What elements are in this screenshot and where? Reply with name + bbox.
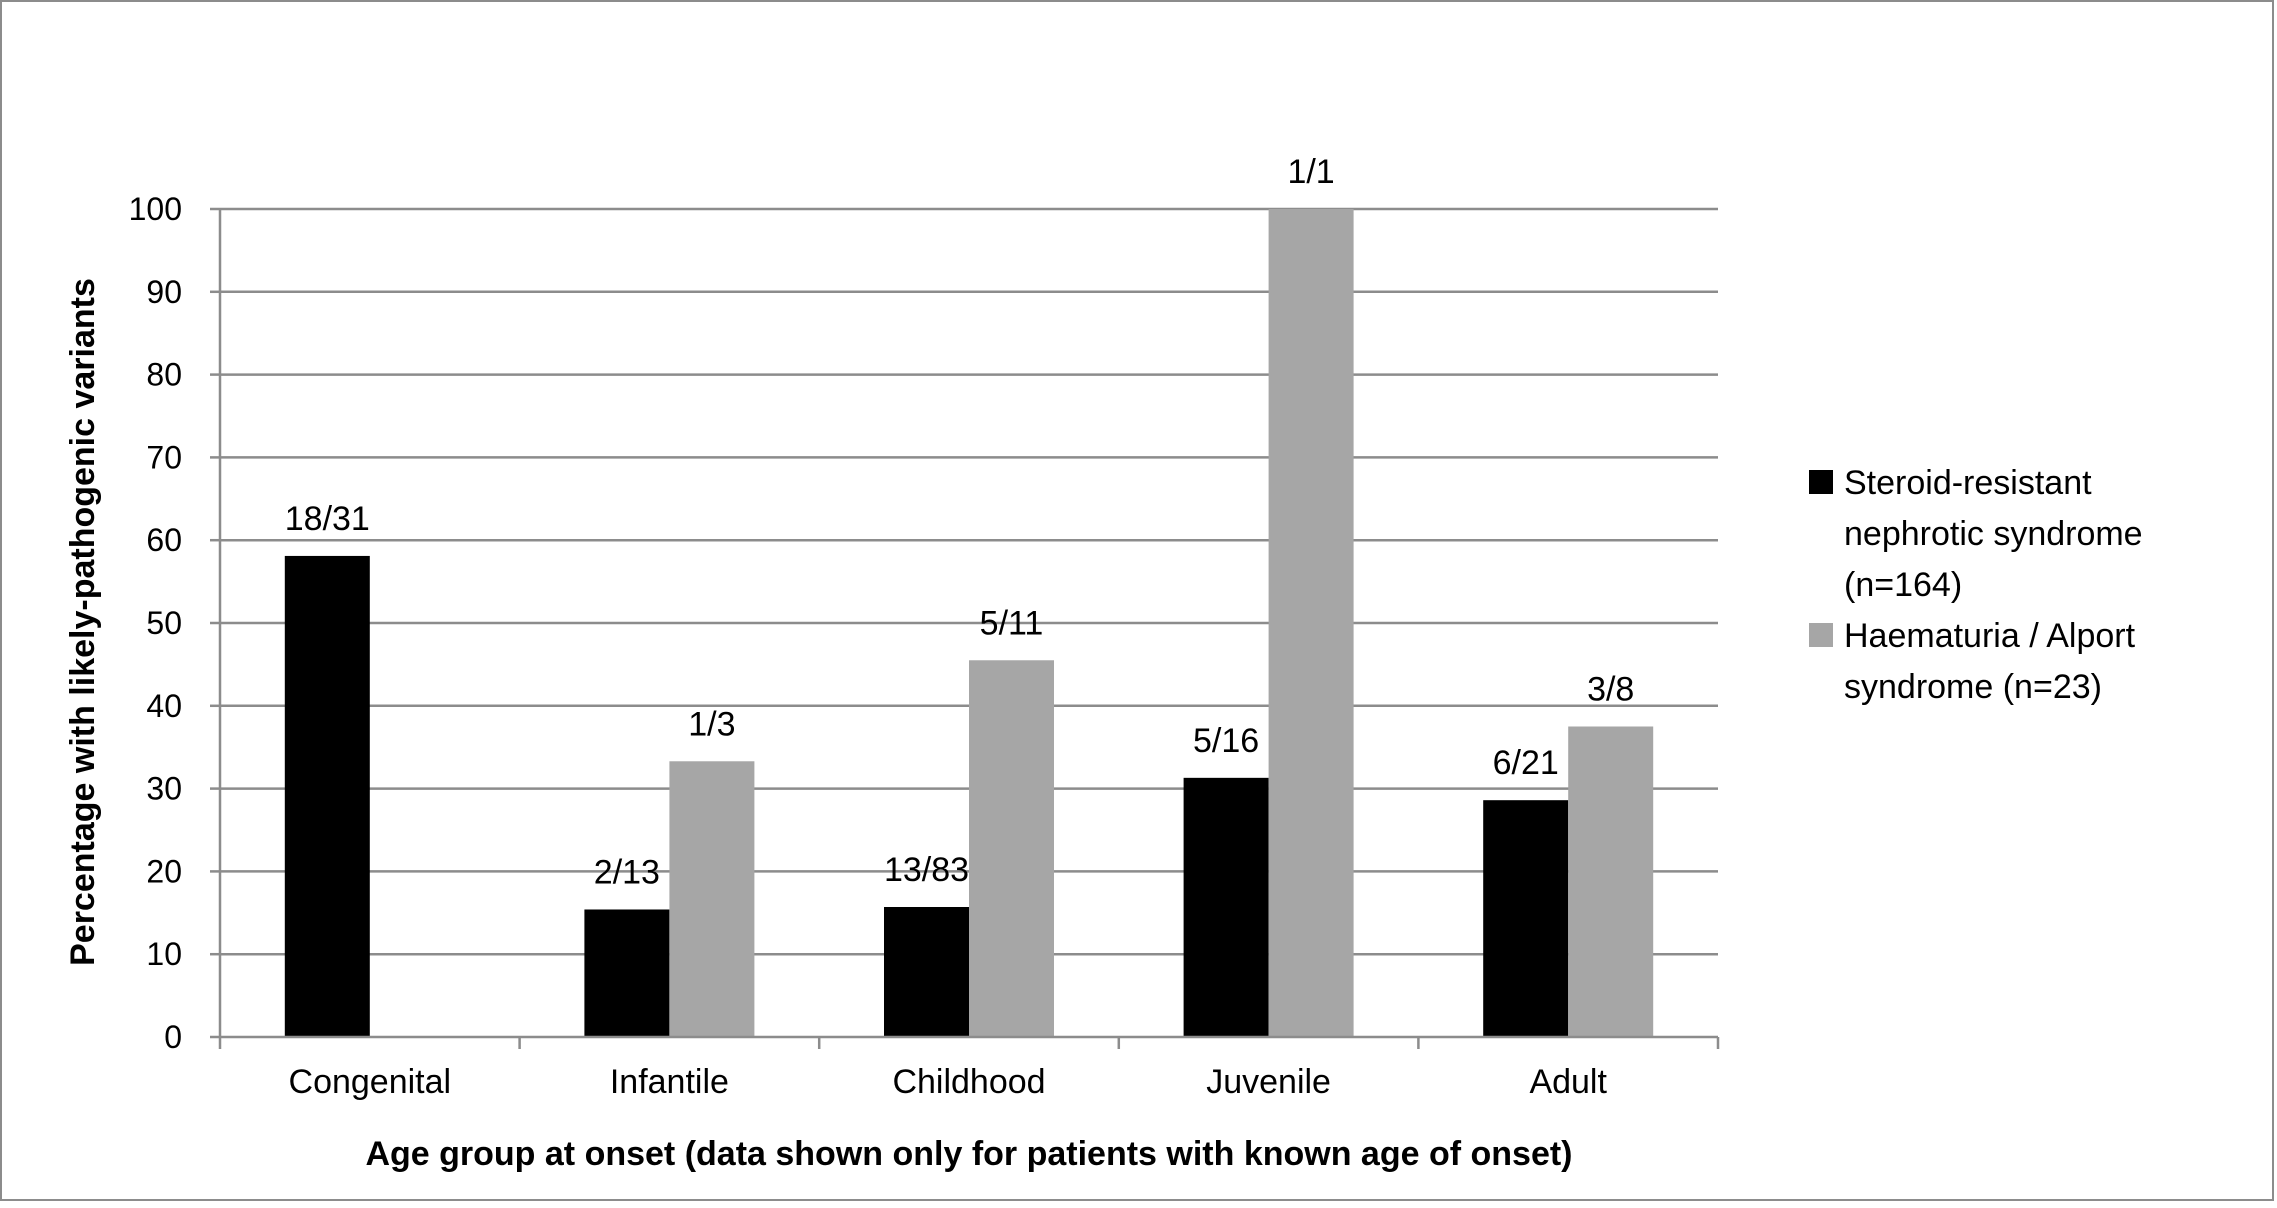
bar	[1183, 777, 1269, 1037]
y-tick-label: 80	[146, 357, 182, 393]
data-label: 2/13	[594, 853, 660, 891]
x-axis-title: Age group at onset (data shown only for …	[365, 1135, 1572, 1173]
y-tick-label: 30	[146, 771, 182, 807]
data-labels: 18/31 2/13 13/83 5/16 6/21 1/3 5/11 1/1 3/8	[285, 153, 1635, 891]
bar	[669, 761, 755, 1037]
data-label: 3/8	[1587, 671, 1634, 709]
legend-label: Steroid-resistant	[1844, 464, 2092, 502]
legend-label: syndrome (n=23)	[1844, 668, 2102, 706]
y-tick-label: 60	[146, 522, 182, 558]
bar	[1483, 800, 1569, 1037]
bars	[284, 209, 1654, 1037]
bar	[284, 555, 370, 1037]
axes: 0 10 20 30 40 50 60 70 80 90 100 Congenital Infantil…	[129, 191, 1720, 1101]
gridlines	[220, 207, 1718, 956]
legend-label: (n=164)	[1844, 566, 1962, 604]
legend-label: nephrotic syndrome	[1844, 515, 2143, 553]
data-label: 1/1	[1287, 153, 1334, 191]
data-label: 5/16	[1193, 722, 1259, 760]
x-category-label: Infantile	[610, 1063, 729, 1101]
data-label: 6/21	[1493, 744, 1559, 782]
y-tick-label: 50	[146, 605, 182, 641]
bar	[584, 909, 670, 1037]
data-label: 18/31	[285, 500, 370, 538]
x-category-label: Juvenile	[1206, 1063, 1331, 1101]
y-tick-label: 10	[146, 936, 182, 972]
x-category-label: Congenital	[289, 1063, 452, 1101]
y-tick-label: 20	[146, 853, 182, 889]
data-label: 5/11	[980, 604, 1044, 642]
y-tick-label: 100	[129, 191, 182, 227]
y-tick-label: 90	[146, 274, 182, 310]
y-tick-label: 40	[146, 688, 182, 724]
data-label: 13/83	[884, 851, 969, 889]
x-category-label: Childhood	[892, 1063, 1045, 1101]
legend-swatch	[1809, 623, 1833, 647]
data-label: 1/3	[688, 705, 735, 743]
y-tick-label: 0	[164, 1019, 182, 1055]
legend-swatch	[1809, 470, 1833, 494]
legend-label: Haematuria / Alport	[1844, 617, 2136, 655]
legend: Steroid-resistant nephrotic syndrome (n=16…	[1809, 464, 2143, 706]
bar	[969, 660, 1054, 1037]
bar	[1568, 726, 1654, 1037]
bar	[884, 907, 969, 1037]
x-category-label: Adult	[1529, 1063, 1607, 1101]
y-axis-title: Percentage with likely-pathogenic varian…	[64, 278, 102, 966]
y-tick-label: 70	[146, 439, 182, 475]
bar	[1268, 209, 1354, 1037]
